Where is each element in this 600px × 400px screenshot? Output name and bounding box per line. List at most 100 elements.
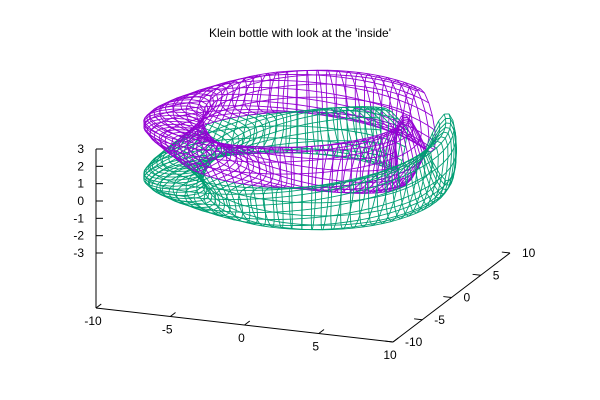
surface-mesh-line xyxy=(163,172,175,180)
surface-mesh-line xyxy=(270,124,278,128)
surface-mesh-line xyxy=(364,138,368,143)
surface-mesh-line xyxy=(272,74,276,81)
surface-mesh-line xyxy=(154,113,161,117)
surface-mesh-line xyxy=(438,120,441,126)
surface-mesh-line xyxy=(247,102,252,116)
surface-mesh-line xyxy=(353,181,366,186)
surface-mesh-line xyxy=(189,122,194,127)
surface-mesh-line xyxy=(283,115,291,119)
surface-mesh-line xyxy=(341,184,354,189)
surface-mesh-line xyxy=(393,189,398,202)
surface-mesh-line xyxy=(246,153,249,162)
surface-mesh-line xyxy=(213,110,222,123)
surface-mesh-line xyxy=(358,109,360,118)
surface-mesh-line xyxy=(263,205,266,213)
surface-mesh-line xyxy=(216,204,228,207)
surface-mesh-line xyxy=(161,145,175,155)
surface-mesh-line xyxy=(415,169,418,182)
y-tick-label: 5 xyxy=(493,268,500,282)
surface-mesh-line xyxy=(230,117,239,123)
surface-mesh-line xyxy=(220,87,227,92)
surface-mesh-line xyxy=(197,140,203,144)
surface-mesh-line xyxy=(308,90,322,93)
surface-mesh-line xyxy=(415,157,425,163)
surface-mesh-line xyxy=(209,188,221,190)
surface-mesh-line xyxy=(278,219,281,226)
surface-mesh-line xyxy=(403,206,410,216)
surface-mesh-line xyxy=(238,114,249,118)
surface-mesh-line xyxy=(163,167,170,171)
surface-mesh-line xyxy=(390,91,399,95)
surface-mesh-line xyxy=(189,101,200,104)
surface-mesh-line xyxy=(207,191,210,198)
surface-mesh-line xyxy=(198,104,206,109)
surface-mesh-line xyxy=(221,133,228,138)
surface-mesh-line xyxy=(405,123,408,126)
surface-mesh-line xyxy=(435,167,439,182)
surface-mesh-line xyxy=(351,180,355,186)
surface-mesh-line xyxy=(389,179,393,182)
surface-mesh-line xyxy=(221,136,228,143)
surface-mesh-line xyxy=(431,167,439,173)
surface-mesh-line xyxy=(388,129,394,132)
surface-mesh-line xyxy=(206,158,213,169)
surface-mesh-line xyxy=(200,156,207,164)
surface-mesh-line xyxy=(278,85,288,88)
surface-mesh-line xyxy=(390,111,400,120)
surface-mesh-line xyxy=(149,156,162,165)
surface-mesh-line xyxy=(332,156,343,159)
surface-mesh-line xyxy=(164,102,177,106)
surface-mesh-line xyxy=(289,111,298,114)
surface-mesh-line xyxy=(248,220,257,224)
surface-mesh-line xyxy=(186,102,190,107)
surface-mesh-line xyxy=(337,70,348,72)
surface-mesh-line xyxy=(320,187,323,203)
surface-mesh-line xyxy=(336,113,347,115)
surface-mesh-line xyxy=(211,167,219,180)
surface-mesh-line xyxy=(215,150,226,153)
surface-mesh-line xyxy=(437,176,442,191)
surface-mesh-line xyxy=(426,145,433,151)
surface-mesh-line xyxy=(297,110,306,113)
surface-mesh-line xyxy=(224,125,233,132)
surface-mesh-line xyxy=(225,93,229,102)
surface-mesh-line xyxy=(350,222,361,225)
surface-mesh-line xyxy=(269,87,273,96)
surface-mesh-line xyxy=(204,163,210,168)
surface-mesh-line xyxy=(331,84,335,95)
surface-mesh-line xyxy=(375,78,385,82)
surface-mesh-line xyxy=(333,223,337,229)
surface-mesh-line xyxy=(176,157,188,168)
surface-mesh-line xyxy=(382,168,386,171)
surface-mesh-line xyxy=(313,141,316,150)
surface-mesh-line xyxy=(402,121,408,124)
surface-mesh-line xyxy=(404,162,408,167)
surface-mesh-line xyxy=(220,152,226,157)
surface-mesh-line xyxy=(281,129,284,138)
surface-mesh-line xyxy=(154,104,165,110)
surface-mesh-line xyxy=(190,154,199,158)
surface-mesh-line xyxy=(207,123,219,130)
surface-mesh-line xyxy=(155,184,158,190)
surface-mesh-line xyxy=(407,119,414,127)
surface-mesh-line xyxy=(145,171,153,179)
surface-mesh-line xyxy=(274,220,284,223)
surface-mesh-line xyxy=(369,185,378,193)
surface-mesh-line xyxy=(358,217,370,221)
surface-mesh-line xyxy=(157,184,164,187)
surface-mesh-line xyxy=(154,137,160,141)
surface-mesh-line xyxy=(165,130,173,134)
surface-mesh-line xyxy=(286,98,288,113)
surface-mesh-line xyxy=(285,137,297,140)
surface-mesh-line xyxy=(350,110,359,112)
surface-mesh-line xyxy=(218,201,221,208)
surface-mesh-line xyxy=(245,122,253,126)
surface-mesh-line xyxy=(176,125,190,133)
surface-mesh-line xyxy=(312,144,323,147)
surface-mesh-line xyxy=(185,171,198,178)
surface-mesh-line xyxy=(388,122,396,126)
surface-mesh-line xyxy=(156,189,163,193)
surface-mesh-line xyxy=(372,204,384,209)
surface-mesh-line xyxy=(204,188,211,194)
surface-mesh-line xyxy=(213,99,219,104)
